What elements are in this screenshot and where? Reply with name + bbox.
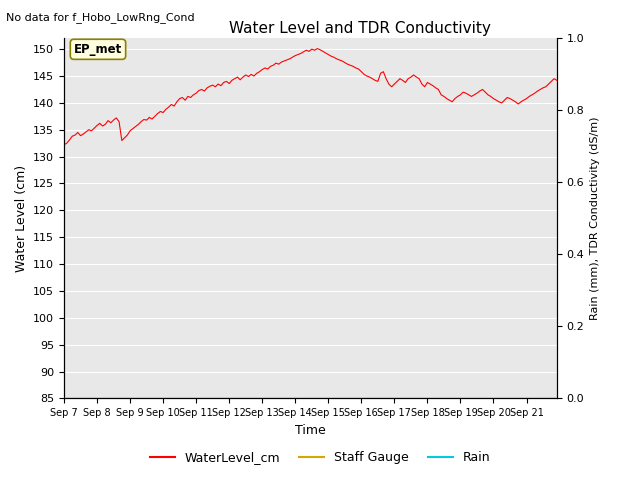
Text: EP_met: EP_met [74, 43, 122, 56]
Title: Water Level and TDR Conductivity: Water Level and TDR Conductivity [228, 21, 491, 36]
Legend: WaterLevel_cm, Staff Gauge, Rain: WaterLevel_cm, Staff Gauge, Rain [145, 446, 495, 469]
Y-axis label: Rain (mm), TDR Conductivity (dS/m): Rain (mm), TDR Conductivity (dS/m) [590, 117, 600, 320]
Text: No data for f_Hobo_LowRng_Cond: No data for f_Hobo_LowRng_Cond [6, 12, 195, 23]
X-axis label: Time: Time [295, 424, 326, 437]
Y-axis label: Water Level (cm): Water Level (cm) [15, 165, 28, 272]
